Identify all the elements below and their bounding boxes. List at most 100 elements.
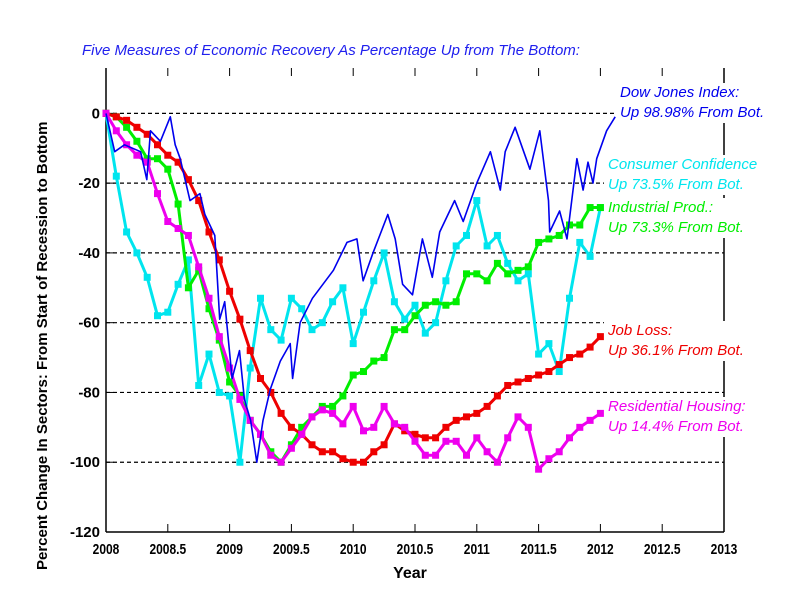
data-point xyxy=(473,197,481,205)
data-point xyxy=(524,263,532,271)
data-point xyxy=(442,437,450,445)
x-tick-label: 2012 xyxy=(587,541,614,558)
data-point xyxy=(473,434,481,442)
data-point xyxy=(164,165,172,173)
label-background xyxy=(604,155,796,195)
data-point xyxy=(226,287,234,295)
label-background xyxy=(616,83,800,123)
data-point xyxy=(215,256,223,264)
data-point xyxy=(401,326,409,334)
data-point xyxy=(267,388,275,396)
series-recovery-label: Up 98.98% From Bot. xyxy=(620,104,764,121)
data-point xyxy=(308,441,316,449)
data-point xyxy=(133,123,141,131)
data-point xyxy=(184,284,192,292)
data-point xyxy=(277,336,285,344)
y-tick-label: -80 xyxy=(78,384,100,401)
data-point xyxy=(421,451,429,459)
data-point xyxy=(442,301,450,309)
data-point xyxy=(576,238,584,246)
data-point xyxy=(318,448,326,456)
data-point xyxy=(154,141,161,149)
data-point xyxy=(174,158,182,166)
data-point xyxy=(390,326,398,334)
x-tick-label: 2011.5 xyxy=(521,541,557,558)
data-point xyxy=(401,315,409,323)
data-point xyxy=(535,371,543,379)
data-point xyxy=(133,151,141,159)
data-point xyxy=(452,298,460,306)
data-point xyxy=(555,231,563,239)
data-point xyxy=(287,444,295,452)
label-background xyxy=(604,198,796,238)
data-point xyxy=(226,378,234,386)
y-tick-label: -120 xyxy=(70,524,100,541)
data-point xyxy=(463,413,470,421)
data-point xyxy=(205,350,213,358)
x-tick-label: 2012.5 xyxy=(644,541,681,558)
data-point xyxy=(318,406,326,414)
data-point xyxy=(586,416,594,424)
data-point xyxy=(576,221,584,229)
data-point xyxy=(370,423,378,431)
data-point xyxy=(112,127,120,135)
data-point xyxy=(586,204,594,212)
data-point xyxy=(236,315,244,323)
chart-title: Five Measures of Economic Recovery As Pe… xyxy=(82,42,580,59)
x-tick-label: 2009.5 xyxy=(273,541,310,558)
data-point xyxy=(432,319,440,327)
data-point xyxy=(339,284,347,292)
x-tick-label: 2008.5 xyxy=(149,541,186,558)
data-point xyxy=(236,458,244,466)
y-tick-label: -100 xyxy=(70,454,100,471)
data-point xyxy=(267,326,275,334)
data-point xyxy=(277,409,285,417)
data-point xyxy=(226,364,234,372)
data-point xyxy=(401,423,409,431)
data-point xyxy=(380,402,388,410)
label-background xyxy=(604,321,796,361)
data-point xyxy=(184,176,192,184)
data-point xyxy=(123,141,131,149)
data-point xyxy=(298,305,306,313)
data-point xyxy=(257,294,264,302)
data-point xyxy=(493,458,501,466)
data-point xyxy=(421,301,429,309)
data-point xyxy=(421,329,429,337)
data-point xyxy=(514,266,522,274)
data-point xyxy=(566,354,573,362)
data-point xyxy=(339,420,347,428)
series-name-label: Dow Jones Index: xyxy=(620,84,739,101)
data-point xyxy=(535,238,543,246)
data-point xyxy=(215,333,223,341)
data-point xyxy=(370,448,378,456)
data-point xyxy=(473,270,481,278)
data-point xyxy=(174,280,182,288)
data-point xyxy=(596,409,604,417)
data-point xyxy=(143,158,151,166)
data-point xyxy=(452,242,460,250)
data-point xyxy=(596,204,604,212)
data-point xyxy=(205,294,213,302)
data-point xyxy=(483,242,491,250)
data-point xyxy=(504,270,512,278)
data-point xyxy=(390,298,398,306)
data-point xyxy=(349,340,357,348)
series-recovery-label: Up 73.3% From Bot. xyxy=(608,219,744,236)
data-point xyxy=(215,388,223,396)
data-point xyxy=(329,402,337,410)
data-point xyxy=(154,190,161,198)
data-point xyxy=(154,312,161,320)
data-point xyxy=(483,402,491,410)
data-point xyxy=(226,392,234,400)
data-point xyxy=(514,378,522,386)
data-point xyxy=(164,308,172,316)
data-point xyxy=(164,151,172,159)
data-point xyxy=(205,228,213,236)
data-point xyxy=(370,277,378,285)
x-tick-label: 2011 xyxy=(464,541,490,558)
x-tick-label: 2009 xyxy=(216,541,243,558)
series-name-label: Consumer Confidence xyxy=(608,156,757,173)
data-point xyxy=(421,434,429,442)
